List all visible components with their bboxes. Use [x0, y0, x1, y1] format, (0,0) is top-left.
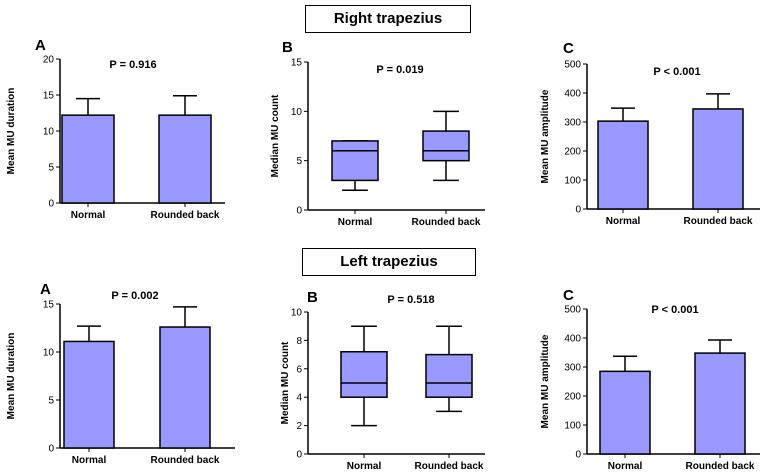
lB-ytick-label: 4: [296, 393, 302, 404]
lB-box: [425, 353, 473, 398]
rB-category-label: Normal: [338, 217, 373, 228]
lB-ytick-label: 6: [296, 364, 302, 375]
rB-ytick-label: 0: [296, 206, 302, 217]
rB-box: [331, 140, 379, 182]
lA-panel-label: A: [40, 281, 51, 298]
lC-ytick-label: 500: [564, 305, 581, 316]
rB-box: [422, 130, 470, 162]
rA-category-label: Rounded back: [151, 210, 220, 221]
lB-ytick-label: 10: [291, 308, 303, 319]
lC-ytick-label: 300: [564, 363, 581, 374]
rA-ytick-label: 15: [43, 91, 55, 102]
rC-y-axis-label: Mean MU amplitude: [540, 89, 551, 183]
rA-ytick-label: 20: [43, 55, 55, 66]
lB-p-value: P = 0.518: [387, 294, 434, 306]
lA-y-axis-label: Mean MU duration: [6, 333, 17, 420]
lB-ytick-label: 2: [296, 421, 302, 432]
lB-ytick-label: 0: [296, 450, 302, 461]
lC-ytick-label: 400: [564, 334, 581, 345]
left-trapezius-title: Left trapezius: [302, 248, 476, 276]
rA-ytick-label: 5: [48, 163, 54, 174]
rC-ytick-label: 0: [575, 205, 581, 216]
rC-ytick-label: 300: [564, 118, 581, 129]
lC-bar: [599, 370, 651, 455]
rC-category-label: Rounded back: [684, 216, 753, 227]
rA-p-value: P = 0.916: [109, 59, 156, 71]
rC-ytick-label: 200: [564, 147, 581, 158]
lC-category-label: Rounded back: [686, 461, 755, 472]
rB-ytick-label: 15: [291, 58, 303, 69]
lB-panel-label: B: [307, 289, 318, 306]
lA-ytick-label: 10: [43, 348, 55, 359]
lB-category-label: Rounded back: [415, 461, 484, 472]
rA-category-label: Normal: [71, 210, 106, 221]
lC-p-value: P < 0.001: [651, 304, 698, 316]
rB-p-value: P = 0.019: [376, 64, 423, 76]
rA-ytick-label: 10: [43, 127, 55, 138]
rB-panel-label: B: [282, 39, 293, 56]
lA-bar: [159, 326, 211, 449]
lB-category-label: Normal: [347, 461, 382, 472]
rC-panel-label: C: [563, 40, 574, 57]
rC-p-value: P < 0.001: [653, 66, 700, 78]
lA-ytick-label: 5: [48, 396, 54, 407]
lA-category-label: Rounded back: [151, 455, 220, 466]
lC-y-axis-label: Mean MU amplitude: [540, 334, 551, 428]
rC-bar: [692, 108, 744, 210]
lC-ytick-label: 200: [564, 392, 581, 403]
rA-panel-label: A: [35, 37, 46, 54]
lA-category-label: Normal: [72, 455, 107, 466]
lA-ytick-label: 0: [48, 444, 54, 455]
rA-ytick-label: 0: [48, 199, 54, 210]
lC-category-label: Normal: [608, 461, 643, 472]
rC-ytick-label: 100: [564, 176, 581, 187]
rC-bar: [597, 120, 649, 210]
lA-ytick-label: 15: [43, 300, 55, 311]
lA-bar: [63, 340, 115, 449]
rA-bar: [158, 114, 212, 204]
rC-ytick-label: 500: [564, 60, 581, 71]
rB-category-label: Rounded back: [412, 217, 481, 228]
lB-box: [340, 351, 388, 398]
lB-y-axis-label: Median MU count: [280, 341, 291, 424]
lC-bar: [694, 352, 746, 455]
lC-panel-label: C: [563, 287, 574, 304]
right-trapezius-title: Right trapezius: [305, 5, 471, 33]
rC-category-label: Normal: [606, 216, 641, 227]
rB-ytick-label: 10: [291, 107, 303, 118]
lB-ytick-label: 8: [296, 336, 302, 347]
lC-ytick-label: 100: [564, 421, 581, 432]
rB-y-axis-label: Median MU count: [270, 94, 281, 177]
lA-p-value: P = 0.002: [111, 290, 158, 302]
rB-ytick-label: 5: [296, 156, 302, 167]
rA-y-axis-label: Mean MU duration: [6, 88, 17, 175]
rC-ytick-label: 400: [564, 89, 581, 100]
rA-bar: [61, 114, 115, 204]
lC-ytick-label: 0: [575, 450, 581, 461]
